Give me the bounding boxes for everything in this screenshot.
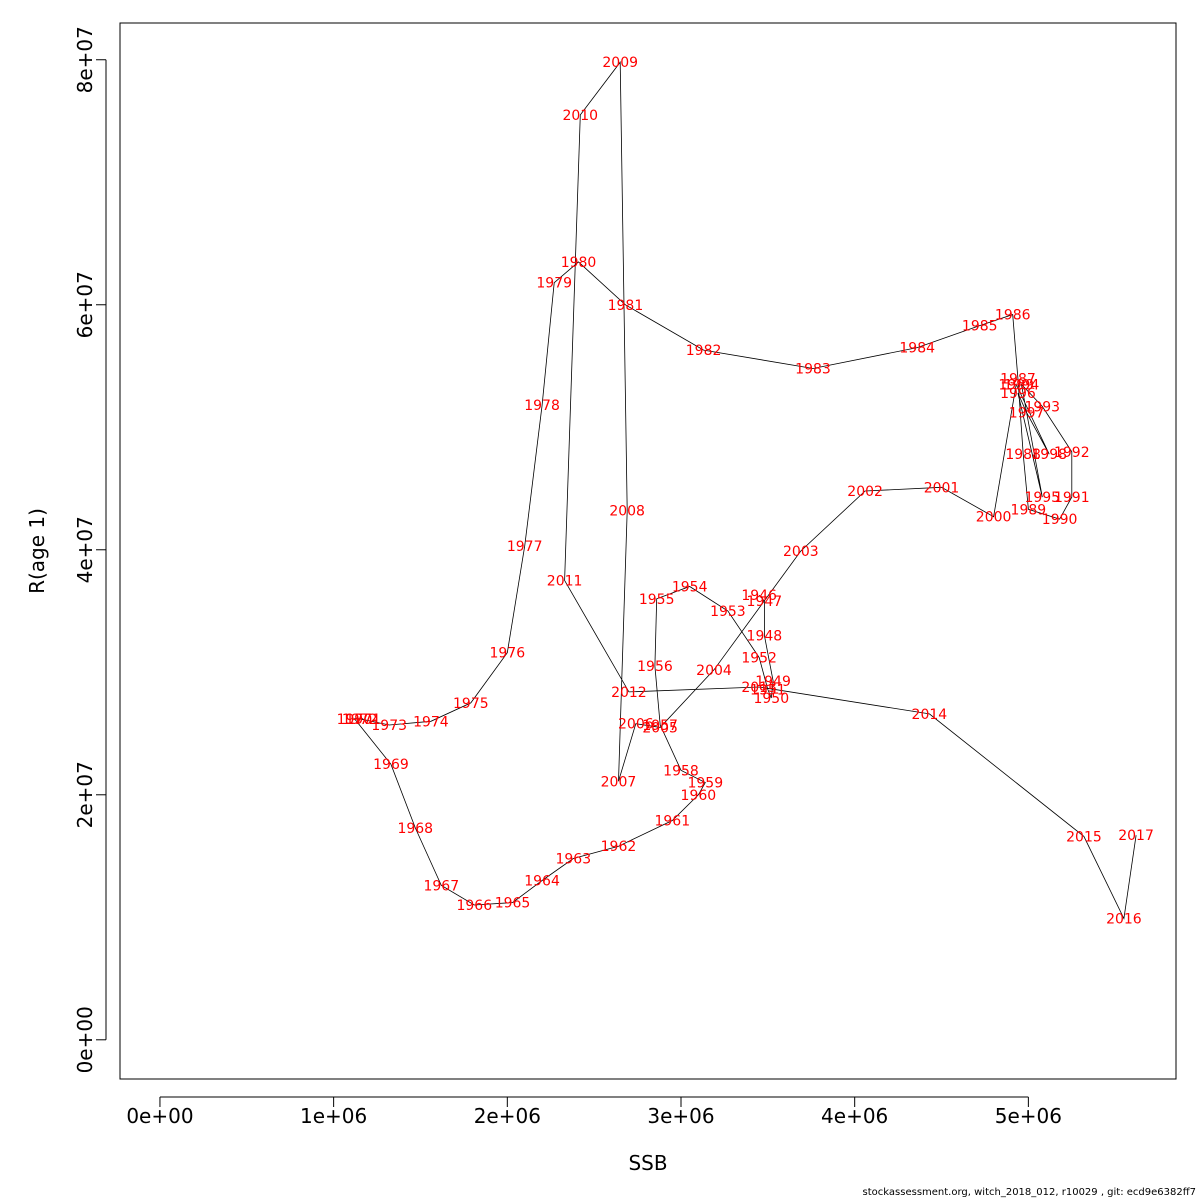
year-point-label: 2004 bbox=[696, 663, 732, 679]
year-point-label: 2005 bbox=[642, 720, 678, 736]
year-point-label: 2007 bbox=[601, 774, 637, 790]
year-point-label: 1948 bbox=[747, 629, 783, 645]
year-point-label: 2006 bbox=[618, 717, 654, 733]
year-point-label: 2015 bbox=[1066, 829, 1102, 845]
year-point-label: 2013 bbox=[741, 680, 777, 696]
year-point-label: 1978 bbox=[524, 398, 560, 414]
year-point-label: 1993 bbox=[1024, 399, 1060, 415]
year-point-label: 2009 bbox=[602, 55, 638, 71]
year-point-label: 1958 bbox=[663, 763, 699, 779]
year-point-label: 2014 bbox=[912, 707, 948, 723]
year-point-label: 1997 bbox=[1009, 406, 1045, 422]
year-point-label: 1977 bbox=[507, 539, 543, 555]
y-tick-label: 6e+07 bbox=[73, 271, 97, 338]
year-point-label: 1967 bbox=[423, 878, 459, 894]
x-tick-label: 0e+00 bbox=[126, 1104, 193, 1128]
year-point-label: 1953 bbox=[710, 604, 746, 620]
year-point-label: 1999 bbox=[998, 377, 1034, 393]
footer-credit: stockassessment.org, witch_2018_012, r10… bbox=[862, 1187, 1196, 1198]
year-point-label: 2003 bbox=[783, 544, 819, 560]
y-tick-label: 0e+00 bbox=[73, 1006, 97, 1073]
year-point-label: 1962 bbox=[601, 839, 637, 855]
year-point-label: 2000 bbox=[976, 510, 1012, 526]
year-point-label: 1966 bbox=[456, 898, 492, 914]
year-point-label: 1974 bbox=[413, 714, 449, 730]
year-point-label: 1954 bbox=[672, 580, 708, 596]
x-tick-label: 5e+06 bbox=[995, 1104, 1062, 1128]
year-point-label: 1983 bbox=[795, 361, 831, 377]
year-point-label: 1981 bbox=[608, 298, 644, 314]
year-point-label: 1988 bbox=[1005, 447, 1041, 463]
year-point-label: 1994 bbox=[1004, 377, 1040, 393]
y-tick-label: 8e+07 bbox=[73, 26, 97, 93]
year-point-label: 1973 bbox=[371, 718, 407, 734]
year-point-label: 1987 bbox=[1000, 371, 1036, 387]
year-point-label: 1989 bbox=[1011, 502, 1047, 518]
y-axis-title-group: R(age 1) bbox=[25, 508, 49, 594]
year-point-label: 1951 bbox=[750, 682, 786, 698]
y-tick-label: 4e+07 bbox=[73, 516, 97, 583]
year-point-label: 1949 bbox=[755, 674, 791, 690]
year-point-label: 1946 bbox=[741, 588, 777, 604]
year-point-label: 1970 bbox=[337, 712, 373, 728]
year-point-label: 2017 bbox=[1118, 828, 1154, 844]
year-point-label: 1992 bbox=[1054, 445, 1090, 461]
year-point-label: 1975 bbox=[453, 696, 489, 712]
year-point-label: 1985 bbox=[962, 319, 998, 335]
year-point-label: 1971 bbox=[345, 712, 381, 728]
year-point-label: 1982 bbox=[686, 343, 722, 359]
year-point-label: 1980 bbox=[561, 255, 597, 271]
year-point-label: 1986 bbox=[995, 308, 1031, 324]
year-point-label: 1947 bbox=[747, 594, 783, 610]
x-tick-label: 1e+06 bbox=[300, 1104, 367, 1128]
y-tick-label: 2e+07 bbox=[73, 761, 97, 828]
year-point-label: 1960 bbox=[681, 788, 717, 804]
year-point-label: 2008 bbox=[609, 504, 645, 520]
year-point-label: 1995 bbox=[1024, 490, 1060, 506]
year-point-label: 1996 bbox=[1000, 386, 1036, 402]
year-point-label: 1959 bbox=[687, 776, 723, 792]
year-point-label: 1965 bbox=[495, 896, 531, 912]
plot-frame bbox=[119, 22, 1177, 1080]
year-point-label: 2010 bbox=[562, 108, 598, 124]
year-point-label: 1991 bbox=[1054, 490, 1090, 506]
x-tick-label: 2e+06 bbox=[474, 1104, 541, 1128]
year-point-label: 2016 bbox=[1106, 912, 1142, 928]
year-point-label: 1972 bbox=[342, 712, 378, 728]
year-point-label: 1979 bbox=[536, 276, 572, 292]
y-axis-title: R(age 1) bbox=[25, 508, 49, 594]
x-tick-label: 3e+06 bbox=[647, 1104, 714, 1128]
year-point-label: 2011 bbox=[547, 573, 583, 589]
year-point-label: 1963 bbox=[555, 851, 591, 867]
year-point-label: 1968 bbox=[397, 821, 433, 837]
x-axis-title-group: SSB bbox=[628, 1151, 667, 1175]
year-point-label: 2001 bbox=[924, 480, 960, 496]
year-point-label: 1961 bbox=[654, 814, 690, 830]
year-point-label: 1990 bbox=[1042, 512, 1078, 528]
year-point-label: 2002 bbox=[847, 484, 883, 500]
x-tick-label: 4e+06 bbox=[821, 1104, 888, 1128]
year-point-label: 1969 bbox=[373, 757, 409, 773]
year-point-label: 1976 bbox=[489, 646, 525, 662]
x-axis-title: SSB bbox=[628, 1151, 667, 1175]
year-point-label: 1998 bbox=[1031, 447, 1067, 463]
year-point-label: 2012 bbox=[611, 685, 647, 701]
year-point-label: 1952 bbox=[741, 651, 777, 667]
year-point-label: 1950 bbox=[753, 691, 789, 707]
year-point-label: 1955 bbox=[639, 592, 675, 608]
year-point-label: 1984 bbox=[899, 341, 935, 357]
year-point-label: 1964 bbox=[524, 874, 560, 890]
year-point-label: 1957 bbox=[642, 718, 678, 734]
year-point-label: 1956 bbox=[637, 659, 673, 675]
series-line bbox=[353, 61, 1137, 920]
